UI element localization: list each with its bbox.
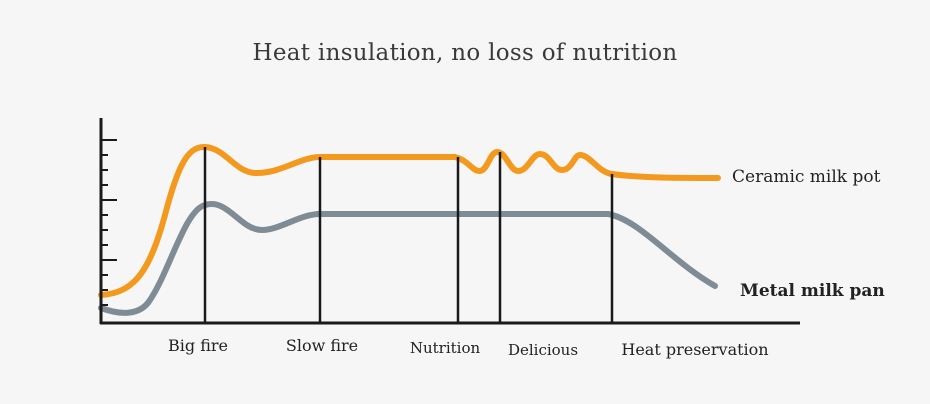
x-tick-label: Big fire bbox=[168, 336, 228, 355]
legend-label-ceramic-milk-pot: Ceramic milk pot bbox=[732, 167, 881, 187]
x-tick-label: Heat preservation bbox=[621, 340, 768, 359]
x-tick-label: Nutrition bbox=[410, 339, 481, 357]
x-tick-label: Slow fire bbox=[286, 336, 358, 355]
series-line-ceramic-milk-pot bbox=[98, 144, 721, 298]
series-line-metal-milk-pan bbox=[98, 201, 718, 316]
legend-label-metal-milk-pan: Metal milk pan bbox=[740, 281, 885, 301]
y-axis-ticks bbox=[101, 139, 117, 306]
x-tick-label: Delicious bbox=[508, 341, 578, 359]
chart-title: Heat insulation, no loss of nutrition bbox=[252, 40, 678, 66]
